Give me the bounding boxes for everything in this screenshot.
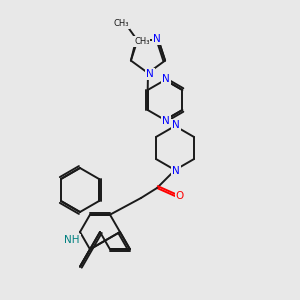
Text: O: O [176,191,184,201]
Text: N: N [153,34,160,44]
Text: N: N [162,74,170,84]
Text: CH₃: CH₃ [114,19,129,28]
Text: N: N [172,166,180,176]
Text: N: N [162,116,170,126]
Text: N: N [172,120,180,130]
Text: CH₃: CH₃ [134,37,150,46]
Text: NH: NH [64,235,80,245]
Text: N: N [146,69,154,79]
